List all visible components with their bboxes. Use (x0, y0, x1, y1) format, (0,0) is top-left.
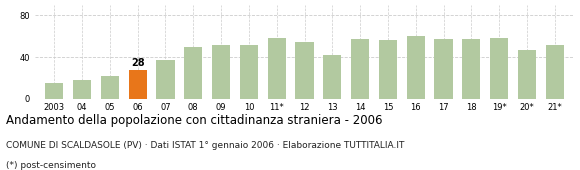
Bar (295, 42, 314, 99)
Bar (101, 76, 119, 99)
Bar (407, 36, 425, 99)
Bar (73, 80, 91, 99)
Bar (157, 60, 175, 99)
Bar (129, 70, 147, 99)
Text: 28: 28 (131, 58, 144, 68)
Bar (240, 45, 258, 99)
Text: (*) post-censimento: (*) post-censimento (6, 162, 96, 170)
Bar (379, 40, 397, 99)
Bar (45, 83, 63, 99)
Text: Andamento della popolazione con cittadinanza straniera - 2006: Andamento della popolazione con cittadin… (6, 114, 382, 127)
Bar (212, 45, 230, 99)
Bar (518, 50, 536, 99)
Bar (434, 39, 452, 99)
Bar (490, 38, 508, 99)
Bar (462, 39, 480, 99)
Bar (323, 55, 342, 99)
Bar (546, 45, 564, 99)
Bar (184, 47, 202, 99)
Bar (267, 38, 286, 99)
Bar (351, 39, 369, 99)
Text: COMUNE DI SCALDASOLE (PV) · Dati ISTAT 1° gennaio 2006 · Elaborazione TUTTITALIA: COMUNE DI SCALDASOLE (PV) · Dati ISTAT 1… (6, 141, 404, 150)
